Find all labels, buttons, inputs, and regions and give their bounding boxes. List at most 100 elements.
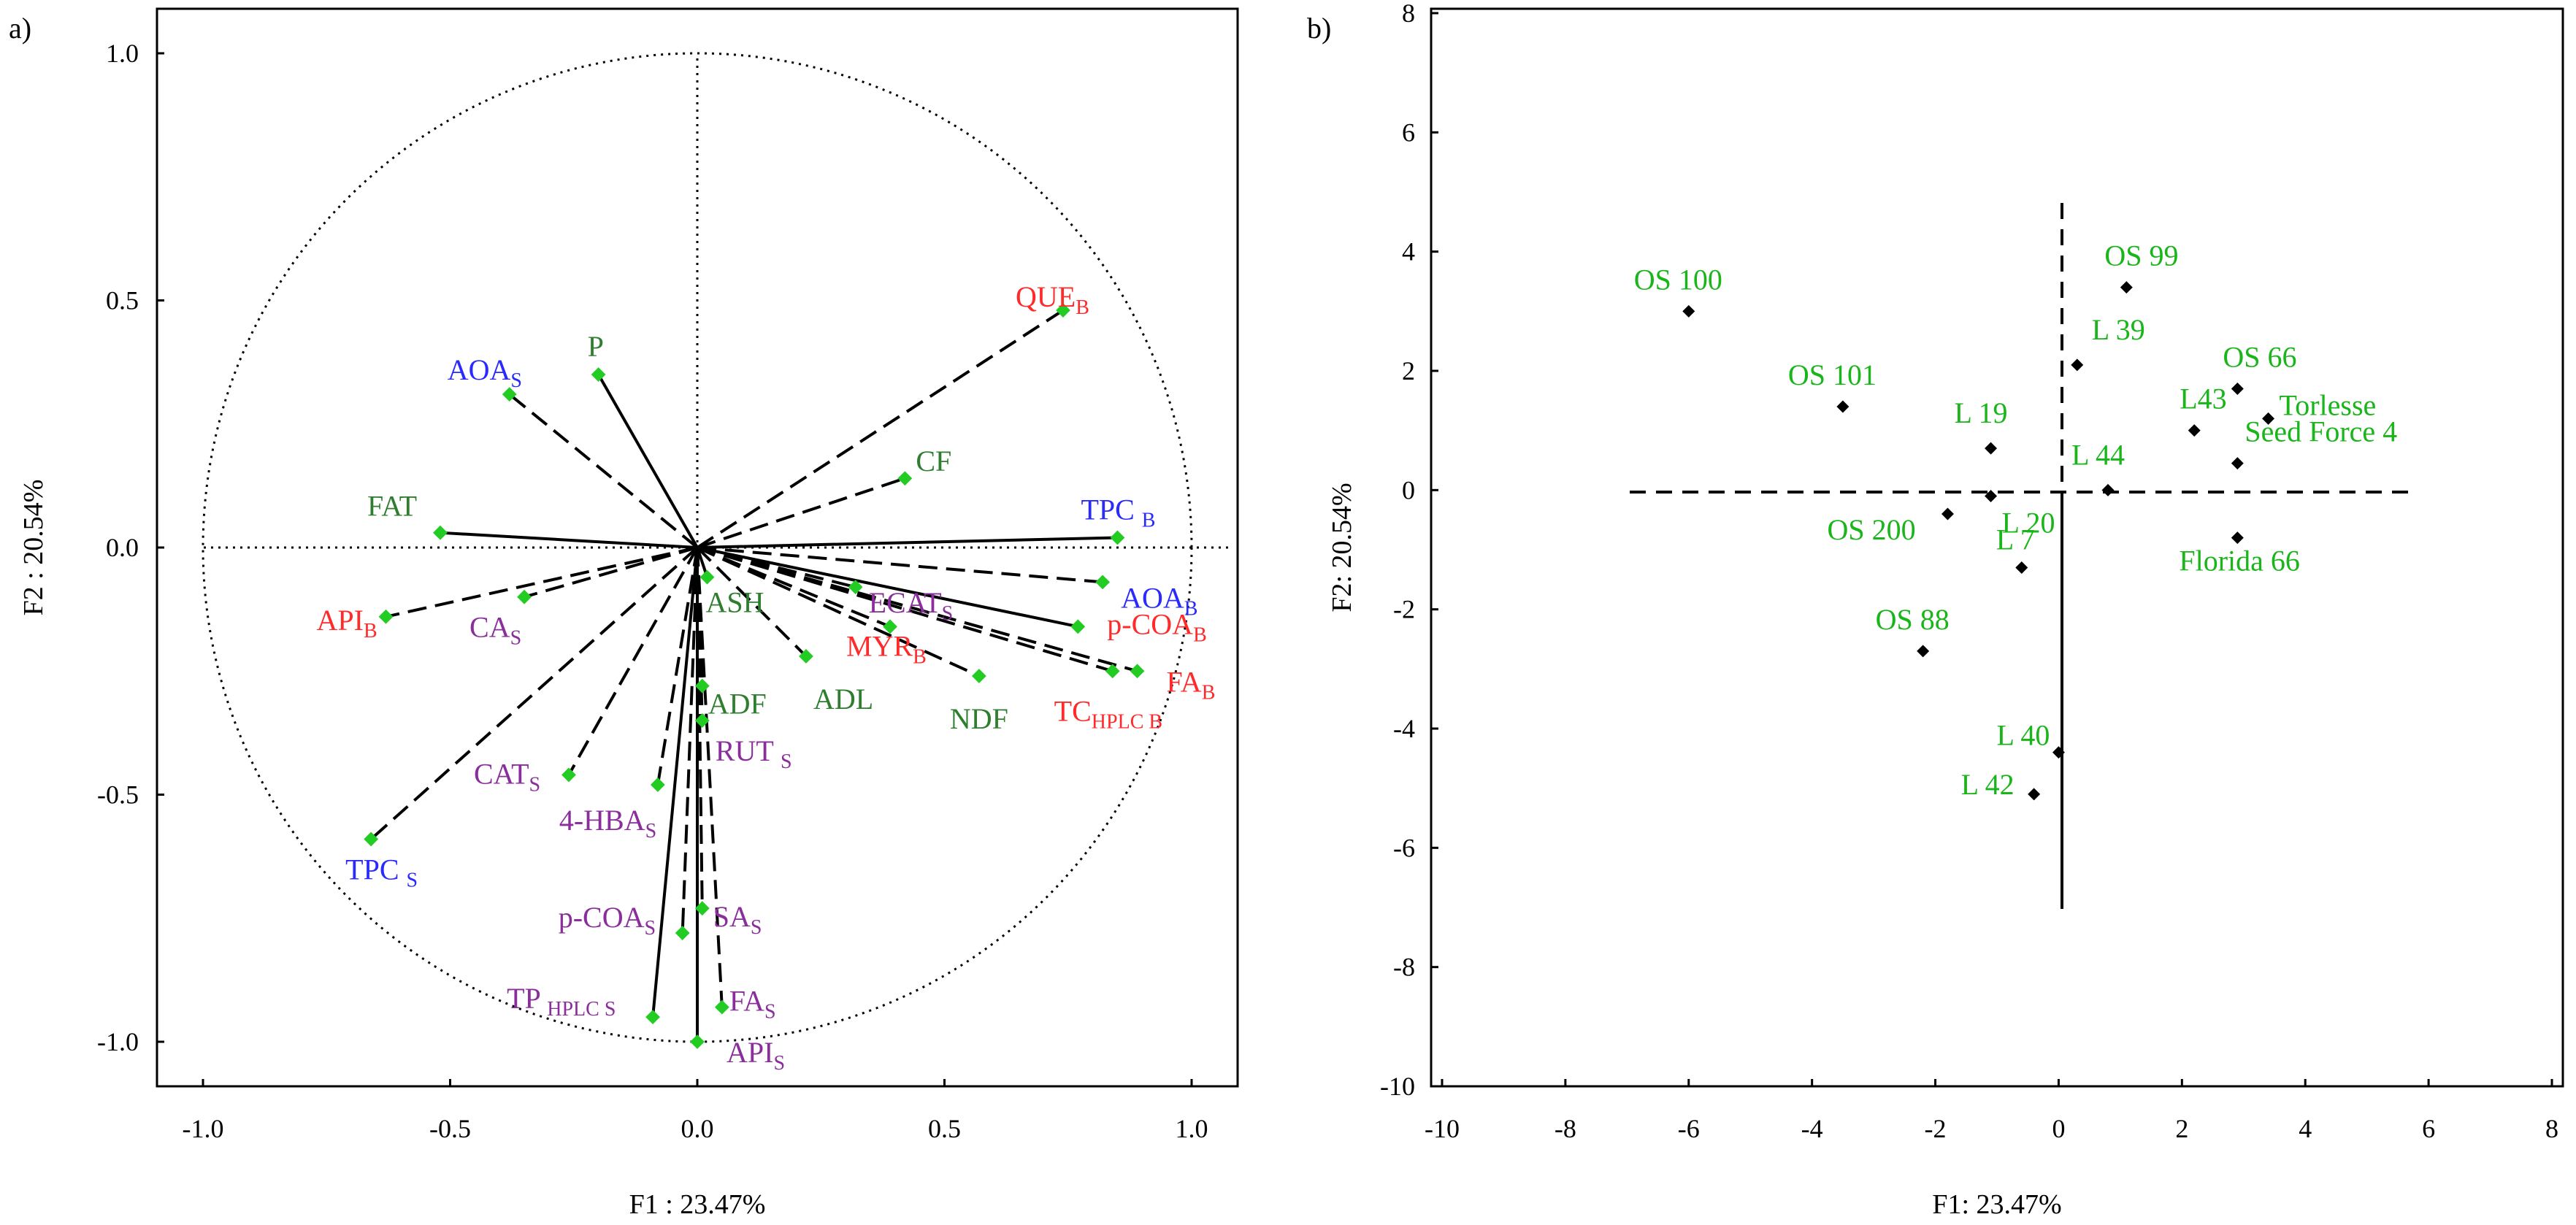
- variable-point: [591, 367, 606, 382]
- variable-point: [1105, 664, 1120, 679]
- panel-b-y-tick-label: 0: [1402, 475, 1415, 504]
- variable-point: [799, 649, 813, 664]
- variable-label: FAS: [729, 985, 776, 1024]
- vector-p-coa-s: [681, 547, 699, 934]
- variable-point: [694, 678, 710, 694]
- variable-point: [645, 1010, 660, 1025]
- cultivar-label: OS 99: [2104, 239, 2178, 272]
- panel-a-x-axis-title: F1 : 23.47%: [629, 1189, 766, 1220]
- cultivar-label: OS 101: [1788, 358, 1877, 391]
- variable-point: [883, 619, 897, 634]
- variable-point: [650, 777, 665, 792]
- variable-label: RUT S: [716, 734, 792, 773]
- cultivar-point: [2015, 561, 2028, 574]
- panel-a-x-tick-label: -0.5: [429, 1114, 471, 1143]
- variable-label: SAS: [713, 900, 762, 939]
- variable-point: [502, 387, 517, 402]
- variable-label: TPC B: [1081, 493, 1155, 531]
- panel-b-x-tick-label: 0: [2052, 1114, 2065, 1143]
- variable-point: [1070, 619, 1086, 634]
- cultivar-point: [1985, 442, 1998, 455]
- cultivar-point: [2262, 412, 2275, 425]
- variable-label: ASH: [706, 586, 764, 619]
- panel-a-ticks: -1.0 -0.5 0.0 0.5 1.0 -1.0 -0.5 0.0 0.5 1.0: [97, 39, 1208, 1143]
- cultivar-label: OS 200: [1827, 513, 1915, 546]
- variable-point: [1110, 530, 1125, 545]
- vector-adl: [696, 546, 808, 658]
- panel-a-y-tick-label: -0.5: [97, 780, 139, 810]
- cultivar-label: OS 66: [2223, 341, 2296, 374]
- variable-label: TCHPLC B: [1054, 694, 1162, 733]
- panel-b-y-tick-label: 8: [1402, 0, 1415, 28]
- variable-label: NDF: [950, 702, 1008, 735]
- variable-label: APIB: [316, 604, 377, 642]
- panel-b-y-tick-label: -8: [1393, 953, 1415, 982]
- variable-point: [714, 999, 729, 1015]
- cultivar-point: [2101, 483, 2115, 496]
- variable-point: [378, 609, 394, 624]
- panel-a-x-tick-label: 0.5: [928, 1114, 961, 1143]
- vector-aoa-s: [508, 393, 699, 549]
- variable-label: FAT: [367, 490, 417, 523]
- variable-label: MYRB: [846, 629, 927, 668]
- variable-point: [694, 713, 710, 728]
- panel-a-y-axis-title: F2 : 20.54%: [18, 480, 49, 616]
- panel-a-y-tick-label: 1.0: [106, 39, 139, 68]
- panel-b-frame: [1430, 7, 2564, 1088]
- panel-a-y-tick-label: 0.5: [106, 286, 139, 315]
- variable-point: [699, 569, 715, 585]
- variable-point: [1130, 664, 1145, 679]
- variable-point: [1056, 303, 1070, 318]
- vector-p-coa-b: [697, 546, 1078, 629]
- variable-label: ECATS: [869, 586, 954, 625]
- vector-tpc-s: [369, 546, 699, 840]
- cultivar-label: OS 100: [1634, 263, 1722, 296]
- vector-ndf: [697, 546, 980, 677]
- panel-a-y-tick-label: 0.0: [106, 533, 139, 562]
- panel-b-x-tick-label: 2: [2175, 1114, 2188, 1143]
- cultivar-label: L 39: [2092, 313, 2145, 346]
- vector-aoa-b: [697, 546, 1103, 584]
- panel-b-y-tick-label: 2: [1402, 356, 1415, 385]
- variable-point: [971, 669, 986, 683]
- cultivar-label: L 20: [2002, 507, 2055, 539]
- panel-b-x-tick-label: -6: [1678, 1114, 1700, 1143]
- panel-b-y-tick-label: -2: [1393, 595, 1415, 624]
- vector-tc-hplc-b: [697, 546, 1113, 673]
- panel-a-label: a): [9, 12, 31, 45]
- cultivar-point: [2188, 424, 2201, 437]
- panel-a-x-tick-label: 0.0: [681, 1114, 714, 1143]
- panel-b-y-tick-label: -4: [1393, 714, 1415, 743]
- cultivar-point: [2231, 383, 2244, 395]
- vector-tpc-b: [697, 536, 1118, 549]
- variable-label: 4-HBAS: [559, 804, 656, 842]
- variable-point: [517, 589, 532, 604]
- panel-b-x-tick-label: -4: [1801, 1114, 1823, 1143]
- vector-api-b: [386, 546, 698, 618]
- panel-a-y-tick-label: -1.0: [97, 1027, 139, 1056]
- variable-label: TPC S: [345, 853, 418, 891]
- variable-label: QUEB: [1016, 280, 1089, 319]
- cultivar-point: [2231, 531, 2244, 545]
- variable-label: AOAS: [448, 353, 522, 392]
- variable-label: TP HPLC S: [507, 982, 616, 1021]
- cultivar-label: Torlesse: [2280, 388, 2377, 421]
- panel-b-x-tick-label: -8: [1555, 1114, 1576, 1143]
- panel-b-x-tick-label: -10: [1425, 1114, 1460, 1143]
- panel-b-labels: OS 100 OS 101 OS 99 L 39 OS 66 L43 TorlesseSee…: [1634, 239, 2397, 801]
- panel-b-y-tick-label: 4: [1402, 237, 1415, 266]
- variable-point: [694, 901, 710, 916]
- panel-a: a) -1.0 -0.5 0.0 0.5 1.0 -1.0 -0.5 0.0 0.5 1.0 QU…: [9, 7, 1239, 1220]
- variable-label: APIS: [727, 1036, 785, 1075]
- cultivar-point: [1985, 490, 1998, 502]
- variable-label: ADL: [813, 683, 873, 715]
- panel-b-y-tick-label: -10: [1380, 1072, 1415, 1101]
- cultivar-label: Florida 66: [2179, 545, 2300, 577]
- variable-label: FAB: [1167, 665, 1216, 704]
- cultivar-label: L 40: [1996, 719, 2050, 752]
- cultivar-label: L 19: [1955, 396, 2008, 429]
- vector-ca-s: [524, 546, 698, 599]
- cultivar-label: L 44: [2071, 438, 2125, 471]
